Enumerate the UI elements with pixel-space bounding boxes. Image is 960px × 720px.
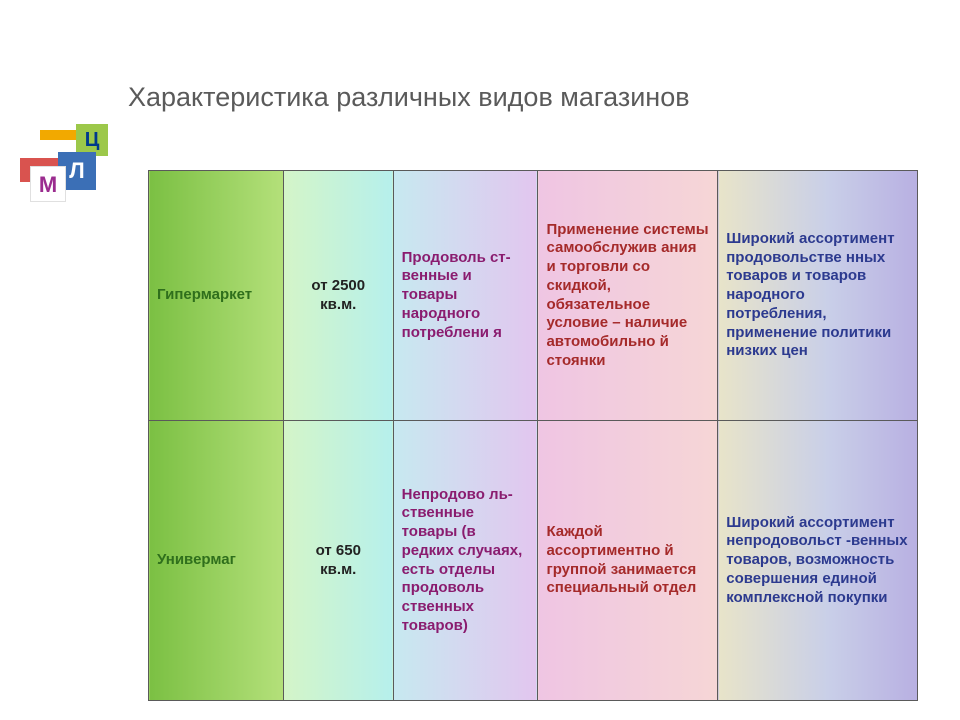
slide-title: Характеристика различных видов магазинов	[128, 82, 690, 113]
logo-block: Ц Л М	[20, 122, 120, 202]
cell-assortment: Широкий ассортимент непродовольст -венны…	[718, 421, 918, 701]
cell-store-name: Универмаг	[149, 421, 284, 701]
area-suffix: кв.м.	[320, 561, 356, 578]
cell-service: Каждой ассортиментно й группой занимаетс…	[538, 421, 718, 701]
cell-goods: Непродово ль-ственные товары (в редких с…	[393, 421, 538, 701]
cell-area: от 650 кв.м.	[283, 421, 393, 701]
cell-store-name: Гипермаркет	[149, 171, 284, 421]
store-types-table: Гипермаркет от 2500 кв.м. Продоволь ст-в…	[148, 170, 918, 701]
cell-service: Применение системы самообслужив ания и т…	[538, 171, 718, 421]
area-value: 2500	[332, 277, 365, 294]
area-prefix: от	[311, 277, 331, 294]
table-row: Гипермаркет от 2500 кв.м. Продоволь ст-в…	[149, 171, 918, 421]
cell-assortment: Широкий ассортимент продовольстве нных т…	[718, 171, 918, 421]
cell-goods: Продоволь ст-венные и товары народного п…	[393, 171, 538, 421]
cell-area: от 2500 кв.м.	[283, 171, 393, 421]
area-prefix: от	[316, 542, 336, 559]
area-suffix: кв.м.	[320, 296, 356, 313]
table-row: Универмаг от 650 кв.м. Непродово ль-стве…	[149, 421, 918, 701]
area-value: 650	[336, 542, 361, 559]
logo-letter-m: М	[30, 166, 66, 202]
